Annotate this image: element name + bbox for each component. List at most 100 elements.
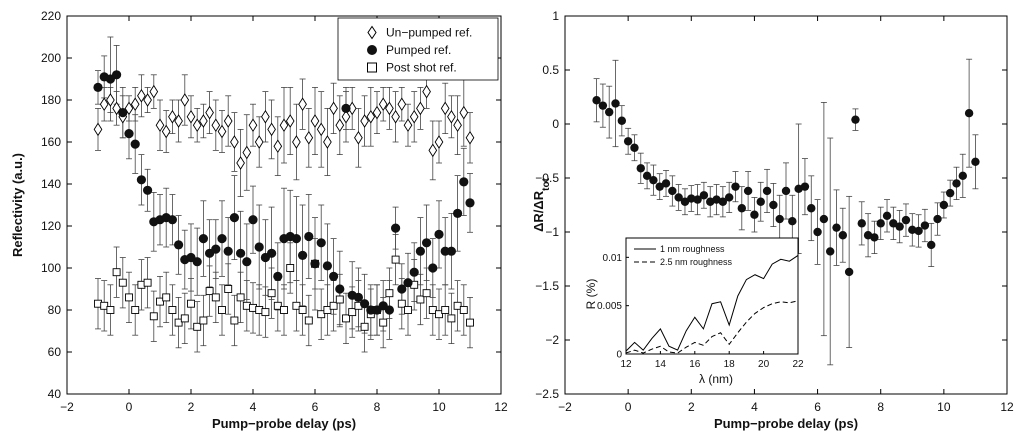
postshot-point: [143, 278, 152, 287]
right-data-layer: [592, 58, 980, 366]
unpumped-point: [174, 114, 183, 128]
delta-r-point: [920, 221, 930, 230]
right-y-tick-label: −0.5: [535, 171, 559, 185]
left-legend: Un−pumped ref. Pumped ref. Post shot ref…: [337, 17, 499, 81]
unpumped-point: [130, 97, 140, 112]
right-y-tick-label: −1.5: [535, 279, 559, 293]
inset-legend: 1 nm roughness 2.5 nm roughness: [634, 244, 733, 267]
left-x-tick-label: −2: [60, 400, 74, 414]
pumped-point: [254, 242, 264, 252]
unpumped-point: [323, 135, 332, 149]
delta-r-point: [605, 107, 614, 117]
legend-marker-circle: [367, 45, 377, 55]
delta-r-point: [844, 267, 854, 277]
postshot-point: [298, 306, 307, 314]
delta-r-point: [895, 222, 904, 231]
delta-r-point: [775, 214, 784, 224]
delta-r-point: [819, 214, 829, 224]
left-x-tick-label: 2: [188, 400, 195, 414]
pumped-point: [124, 129, 134, 139]
unpumped-point: [267, 122, 276, 137]
pumped-point: [174, 240, 184, 250]
pumped-point: [93, 82, 103, 92]
delta-r-point: [851, 115, 860, 124]
delta-r-point: [687, 194, 696, 203]
unpumped-point: [459, 105, 469, 120]
postshot-point: [106, 306, 115, 314]
postshot-point: [453, 301, 462, 310]
pumped-point: [273, 271, 283, 281]
postshot-point: [174, 318, 183, 327]
postshot-point: [397, 299, 406, 308]
postshot-point: [348, 308, 357, 317]
left-y-tick-label: 100: [41, 261, 61, 275]
pumped-point: [446, 246, 456, 256]
unpumped-point: [279, 118, 289, 133]
postshot-point: [428, 306, 437, 314]
left-y-tick-label: 120: [41, 219, 61, 233]
right-x-tick-label: 6: [814, 400, 821, 414]
delta-r-point: [908, 225, 917, 235]
right-x-tick-label: 4: [751, 400, 758, 414]
unpumped-point: [434, 135, 444, 149]
pumped-point: [335, 284, 345, 294]
unpumped-point: [447, 109, 456, 124]
pumped-point: [341, 103, 351, 113]
delta-r-point: [933, 214, 942, 224]
delta-r-point: [800, 182, 810, 191]
pumped-point: [167, 215, 177, 225]
delta-r-point: [945, 188, 955, 198]
unpumped-point: [261, 109, 270, 124]
pumped-point: [428, 263, 438, 273]
delta-r-point: [642, 171, 652, 181]
unpumped-point: [149, 84, 159, 99]
unpumped-point: [217, 124, 227, 139]
postshot-point: [131, 306, 140, 314]
unpumped-point: [99, 97, 109, 112]
pumped-point: [136, 175, 146, 185]
delta-r-point: [952, 179, 961, 188]
postshot-point: [317, 310, 326, 319]
left-y-axis-label: Reflectivity (a.u.): [10, 153, 25, 257]
right-y-tick-label: −1: [545, 225, 559, 239]
delta-r-point: [623, 137, 633, 146]
pumped-point: [465, 198, 475, 208]
delta-r-point: [857, 219, 866, 228]
delta-r-point: [914, 226, 923, 236]
unpumped-point: [211, 118, 221, 133]
unpumped-point: [242, 145, 252, 160]
unpumped-point: [205, 105, 214, 120]
postshot-point: [304, 316, 313, 325]
right-y-tick-label: 1: [552, 9, 559, 23]
unpumped-point: [236, 156, 245, 170]
inset-axis-ticks: 12 14 16 18 20 22 0 0.005 0.01: [597, 253, 804, 370]
pumped-point: [434, 229, 444, 239]
right-x-tick-label: 0: [625, 400, 632, 414]
legend-label-pumped: Pumped ref.: [386, 43, 451, 57]
pumped-point: [422, 238, 432, 248]
delta-r-point: [876, 219, 885, 228]
left-y-tick-label: 200: [41, 51, 61, 65]
unpumped-point: [155, 118, 165, 133]
unpumped-point: [285, 114, 295, 128]
unpumped-point: [254, 135, 264, 149]
left-y-tick-label: 80: [48, 303, 62, 317]
delta-r-point: [674, 193, 683, 202]
delta-r-point: [927, 240, 936, 250]
unpumped-point: [360, 114, 369, 128]
delta-r-point: [649, 175, 658, 185]
unpumped-point: [180, 93, 190, 107]
postshot-point: [236, 293, 245, 302]
left-chart: −2 0 2 4 6 8 10 12 40 60 80 100 120 140 160 180 200 220 P…: [10, 9, 508, 431]
legend-label-postshot: Post shot ref.: [386, 61, 457, 75]
unpumped-point: [137, 88, 146, 103]
pumped-point: [360, 299, 370, 309]
right-y-axis-label-main: ΔR/ΔR: [531, 190, 546, 232]
unpumped-point: [354, 130, 363, 145]
unpumped-point: [186, 109, 196, 124]
delta-r-point: [699, 191, 709, 200]
delta-r-point: [863, 231, 873, 240]
unpumped-point: [106, 93, 115, 107]
delta-r-point: [617, 116, 627, 125]
right-x-tick-label: 10: [937, 400, 951, 414]
